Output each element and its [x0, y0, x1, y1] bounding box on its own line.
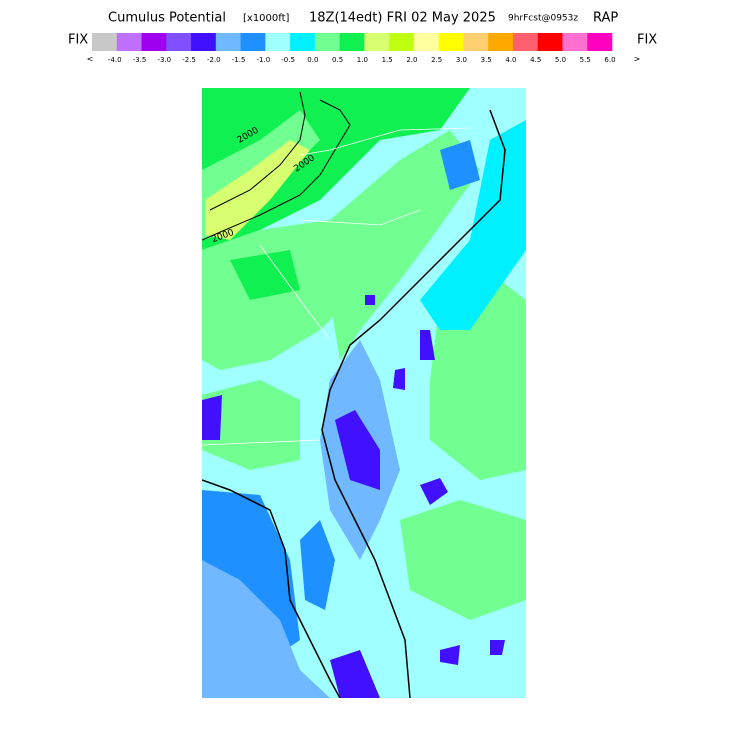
- field-area: [202, 560, 330, 698]
- header: Cumulus Potential [x1000ft] 18Z(14edt) F…: [108, 11, 618, 26]
- legend-right-arrow: >: [634, 55, 641, 64]
- legend-swatch: [240, 33, 266, 51]
- title: Cumulus Potential: [108, 11, 226, 26]
- units: [x1000ft]: [243, 13, 290, 24]
- legend-label: 0.0: [307, 56, 318, 64]
- legend-label: 2.0: [406, 56, 417, 64]
- legend-label: 2.5: [431, 56, 442, 64]
- model: RAP: [593, 11, 618, 26]
- legend-swatch: [92, 33, 118, 51]
- legend-swatch: [438, 33, 464, 51]
- legend-label: -2.0: [207, 56, 221, 64]
- field-area: [440, 140, 480, 190]
- legend-label: 6.0: [604, 56, 615, 64]
- map: 2000 2000 2000: [202, 88, 526, 698]
- legend-swatch: [116, 33, 142, 51]
- legend-swatch: [191, 33, 217, 51]
- legend-label: 5.0: [555, 56, 566, 64]
- legend-swatch: [389, 33, 415, 51]
- field-area: [365, 295, 435, 390]
- field-area: [300, 520, 335, 610]
- coastline: [321, 109, 506, 698]
- legend-swatch: [512, 33, 539, 51]
- legend-label: -1.0: [256, 56, 270, 64]
- field-area: [202, 88, 470, 250]
- contour: [209, 91, 306, 211]
- valid-time: 18Z(14edt) FRI 02 May 2025: [309, 11, 496, 26]
- field-area: [205, 140, 310, 240]
- legend-right-label: FIX: [637, 33, 657, 48]
- field-area: [420, 120, 526, 330]
- legend-swatch: [562, 33, 588, 51]
- legend-label: -2.5: [182, 56, 196, 64]
- legend-swatch: [488, 33, 514, 51]
- field-area: [330, 650, 380, 698]
- legend-label: -1.5: [232, 56, 246, 64]
- legend-label: 3.5: [481, 56, 492, 64]
- legend-swatch: [314, 33, 340, 51]
- legend-label: 0.5: [332, 56, 343, 64]
- field-area: [400, 500, 526, 620]
- field-area: [230, 250, 300, 300]
- legend-swatch: [215, 33, 241, 51]
- legend-left-label: FIX: [68, 33, 88, 48]
- legend-swatch: [537, 33, 563, 51]
- legend-swatch: [141, 33, 167, 51]
- contour: [202, 99, 351, 241]
- legend-swatch: [364, 33, 390, 51]
- legend-label: 5.5: [580, 56, 591, 64]
- legend-swatch: [587, 33, 613, 51]
- field-area: [420, 478, 505, 665]
- legend-swatch: [339, 33, 365, 51]
- legend-label: -4.0: [108, 56, 122, 64]
- forecast: 9hrFcst@0953z: [508, 14, 578, 24]
- legend-swatch: [463, 33, 489, 51]
- coastline: [202, 479, 341, 698]
- legend-swatch: [290, 33, 316, 51]
- field-area: [202, 380, 300, 470]
- legend-label: 4.0: [505, 56, 516, 64]
- legend-swatch: [265, 33, 291, 51]
- legend-label: -3.0: [157, 56, 171, 64]
- field-area: [335, 410, 380, 490]
- legend-label: 3.0: [456, 56, 467, 64]
- legend-left-arrow: <: [87, 55, 94, 64]
- legend-label: 1.5: [382, 56, 393, 64]
- field-area: [202, 395, 222, 440]
- legend-swatch: [413, 33, 439, 51]
- legend-label: -0.5: [281, 56, 295, 64]
- legend-swatch: [166, 33, 192, 51]
- legend-label: 4.5: [530, 56, 541, 64]
- legend-label: -3.5: [133, 56, 147, 64]
- border: [202, 127, 471, 446]
- legend: FIX FIX < > -4.0 -3.5 -3.0 -2.5 -2.0 -1.5 -1.0…: [68, 33, 657, 65]
- legend-label: 1.0: [357, 56, 368, 64]
